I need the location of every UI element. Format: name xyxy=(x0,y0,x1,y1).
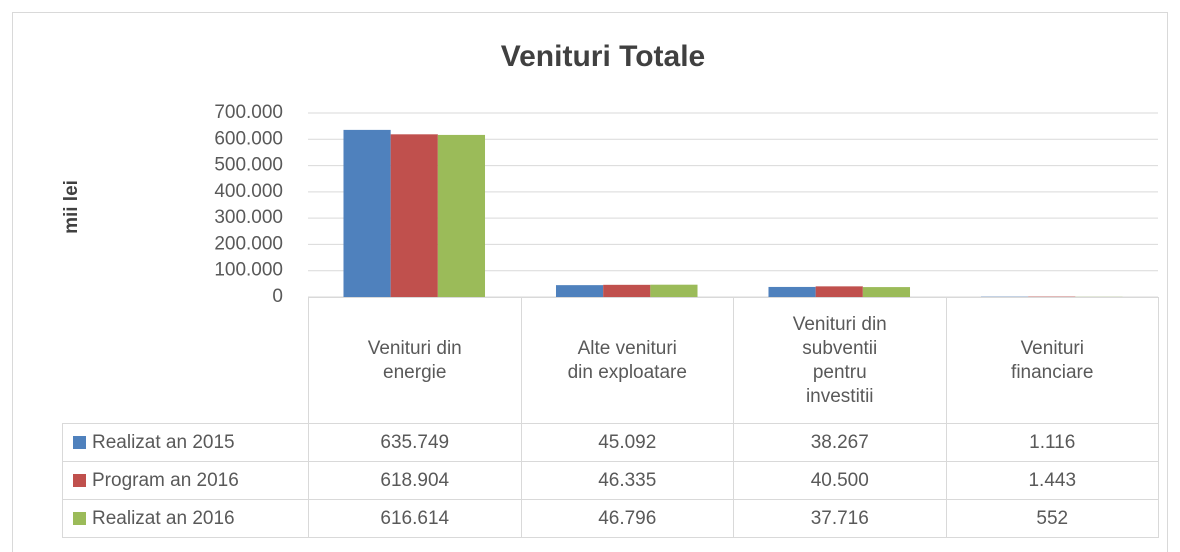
value-cell: 38.267 xyxy=(734,424,947,462)
legend-cell: Realizat an 2015 xyxy=(63,424,309,462)
bar xyxy=(391,134,438,297)
bar xyxy=(650,285,697,297)
category-cell: Venituri din energie xyxy=(309,298,522,424)
y-tick-label: 600.000 xyxy=(214,128,283,149)
value-cell: 46.335 xyxy=(521,462,734,500)
bar xyxy=(768,287,815,297)
legend-cell: Realizat an 2016 xyxy=(63,500,309,538)
value-cell: 618.904 xyxy=(309,462,522,500)
legend-cell: Program an 2016 xyxy=(63,462,309,500)
legend-label: Realizat an 2015 xyxy=(92,432,235,453)
table-corner xyxy=(63,298,309,424)
legend-label: Realizat an 2016 xyxy=(92,508,235,529)
y-tick-label: 400.000 xyxy=(214,181,283,202)
data-table: Venituri din energie Alte venituri din ex… xyxy=(62,297,1159,538)
y-tick-label: 500.000 xyxy=(214,155,283,176)
value-cell: 40.500 xyxy=(734,462,947,500)
legend-label: Program an 2016 xyxy=(92,470,239,491)
category-cell: Alte venituri din exploatare xyxy=(521,298,734,424)
y-tick-label: 700.000 xyxy=(214,102,283,123)
y-tick-label: 200.000 xyxy=(214,233,283,254)
category-label: Venituri din energie xyxy=(352,337,477,385)
bar xyxy=(603,285,650,297)
bar xyxy=(816,286,863,297)
value-cell: 46.796 xyxy=(521,500,734,538)
legend-swatch xyxy=(73,436,86,449)
category-cell: Venituri din subventii pentru investitii xyxy=(734,298,947,424)
chart-title: Venituri Totale xyxy=(501,40,705,73)
category-label: Alte venituri din exploatare xyxy=(565,337,690,385)
legend-swatch xyxy=(73,512,86,525)
value-cell: 552 xyxy=(946,500,1159,538)
category-label: Venituri financiare xyxy=(990,337,1115,385)
legend-swatch xyxy=(73,474,86,487)
table-header-row: Venituri din energie Alte venituri din ex… xyxy=(63,298,1159,424)
y-tick-label: 100.000 xyxy=(214,260,283,281)
category-cell: Venituri financiare xyxy=(946,298,1159,424)
y-tick-label: 300.000 xyxy=(214,207,283,228)
y-axis-label: mii lei xyxy=(61,180,82,234)
value-cell: 616.614 xyxy=(309,500,522,538)
value-cell: 45.092 xyxy=(521,424,734,462)
value-cell: 635.749 xyxy=(309,424,522,462)
category-label: Venituri din subventii pentru investitii xyxy=(777,313,902,409)
bar xyxy=(863,287,910,297)
bar xyxy=(556,285,603,297)
value-cell: 37.716 xyxy=(734,500,947,538)
bar xyxy=(438,135,485,297)
value-cell: 1.443 xyxy=(946,462,1159,500)
bar xyxy=(343,130,390,297)
value-cell: 1.116 xyxy=(946,424,1159,462)
